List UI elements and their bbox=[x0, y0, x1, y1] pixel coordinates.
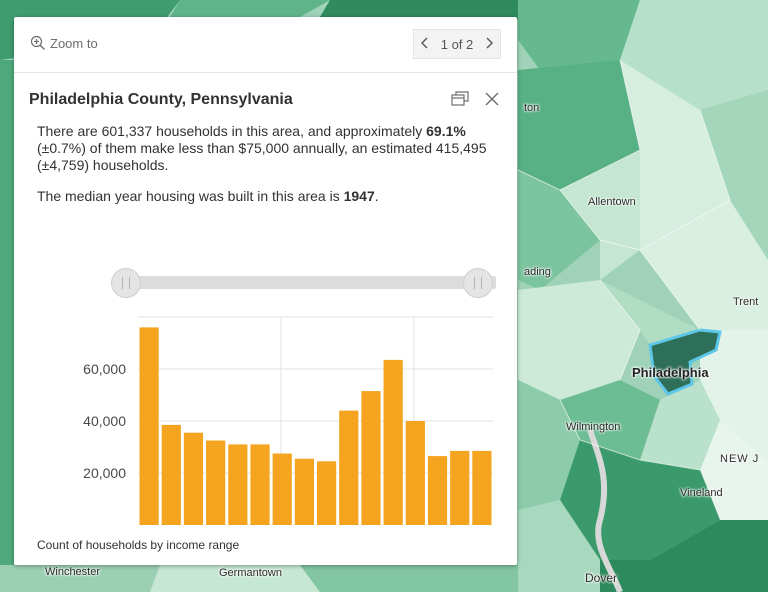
popup-header: Zoom to 1 of 2 bbox=[14, 17, 517, 73]
chevron-left-icon[interactable] bbox=[420, 37, 430, 52]
y-tick-label: 40,000 bbox=[83, 413, 126, 429]
popup-title: Philadelphia County, Pennsylvania bbox=[29, 91, 293, 108]
zoom-in-icon bbox=[30, 35, 45, 50]
median-year-paragraph: The median year housing was built in thi… bbox=[37, 188, 379, 204]
chart-caption: Count of households by income range bbox=[37, 538, 240, 552]
income-bar[interactable] bbox=[405, 421, 425, 525]
range-slider-max-handle[interactable] bbox=[463, 268, 493, 298]
dock-icon[interactable] bbox=[451, 91, 469, 112]
range-slider-track[interactable] bbox=[124, 276, 496, 289]
map-label-germantown: Germantown bbox=[219, 567, 282, 579]
popup-description: There are 601,337 households in this are… bbox=[37, 123, 497, 205]
income-bar[interactable] bbox=[250, 444, 270, 525]
income-bar[interactable] bbox=[272, 453, 292, 526]
income-bar[interactable] bbox=[383, 359, 403, 525]
income-bar[interactable] bbox=[206, 440, 226, 526]
income-bar[interactable] bbox=[161, 424, 181, 525]
map-label-new-jersey: NEW J bbox=[720, 453, 760, 465]
y-tick-label: 60,000 bbox=[83, 361, 126, 377]
feature-pager: 1 of 2 bbox=[413, 29, 501, 59]
zoom-to-label: Zoom to bbox=[50, 35, 98, 51]
map-label-trenton: Trent bbox=[733, 296, 759, 308]
map-label-ton: ton bbox=[524, 102, 540, 114]
range-slider-min-handle[interactable] bbox=[111, 268, 141, 298]
map-label-allentown: Allentown bbox=[588, 196, 636, 208]
y-tick-label: 20,000 bbox=[83, 465, 126, 481]
households-paragraph: There are 601,337 households in this are… bbox=[37, 123, 487, 173]
map-label-reading: ading bbox=[524, 266, 551, 278]
info-popup: Zoom to 1 of 2 Philadelphia County, Penn… bbox=[14, 17, 517, 565]
map-label-philadelphia: Philadelphia bbox=[632, 365, 709, 380]
pager-text: 1 of 2 bbox=[440, 36, 474, 52]
percent-value: 69.1% bbox=[426, 123, 466, 139]
income-bar[interactable] bbox=[139, 327, 159, 525]
income-bar[interactable] bbox=[228, 444, 248, 525]
median-year-value: 1947 bbox=[343, 188, 375, 204]
income-bar-chart: 20,000 40,000 60,000 bbox=[83, 316, 493, 526]
map-label-vineland: Vineland bbox=[680, 487, 723, 499]
income-bar[interactable] bbox=[361, 391, 381, 525]
income-bar[interactable] bbox=[294, 458, 314, 525]
close-icon[interactable] bbox=[484, 91, 500, 112]
income-bar[interactable] bbox=[339, 410, 359, 525]
map-label-wilmington: Wilmington bbox=[566, 421, 621, 433]
income-bar[interactable] bbox=[450, 450, 470, 525]
zoom-to-button[interactable]: Zoom to bbox=[30, 35, 98, 51]
income-bar[interactable] bbox=[317, 461, 337, 525]
map-label-dover: Dover bbox=[585, 571, 618, 585]
chevron-right-icon[interactable] bbox=[484, 37, 494, 52]
income-bar[interactable] bbox=[472, 450, 492, 525]
income-bar[interactable] bbox=[427, 456, 448, 525]
income-bar[interactable] bbox=[183, 432, 204, 525]
map-label-winchester: Winchester bbox=[45, 566, 101, 578]
